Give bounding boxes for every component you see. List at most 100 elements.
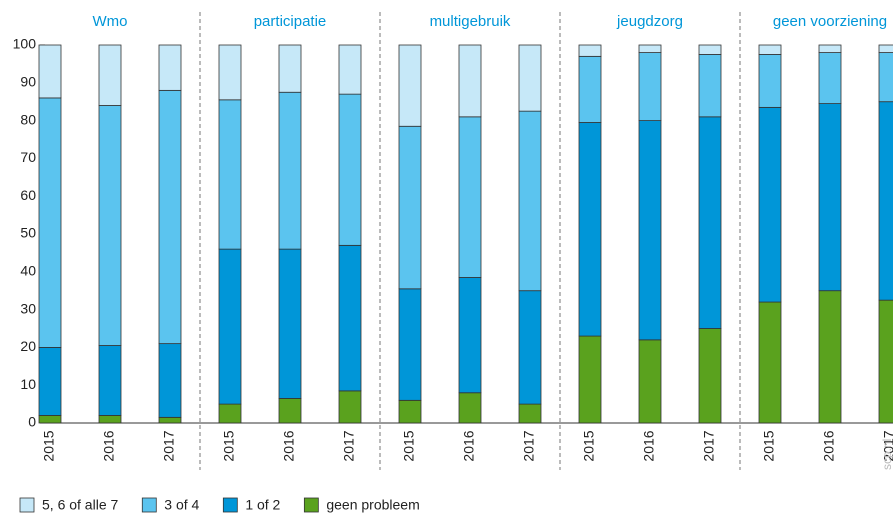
bar-segment [98,415,122,424]
bar-segment [38,415,62,424]
bar-segment [578,44,602,57]
y-tick-label: 90 [20,74,36,90]
x-tick-label: 2015 [581,430,597,461]
bar-segment [578,122,602,337]
y-tick-label: 40 [20,263,36,279]
bar-segment [878,101,893,301]
legend-swatch [19,497,35,513]
legend-label: 5, 6 of alle 7 [42,497,118,513]
bar-segment [98,345,122,416]
bar-segment [518,403,542,424]
x-tick-label: 2015 [41,430,57,461]
group-title: multigebruik [430,13,511,30]
y-tick-label: 50 [20,225,36,241]
bar-segment [458,116,482,278]
bar-segment [878,44,893,53]
legend-label: geen probleem [326,497,419,513]
watermark: scp.nl [880,439,893,470]
bar-segment [818,103,842,292]
bar-segment [638,120,662,341]
legend-swatch [141,497,157,513]
bar-segment [98,44,122,106]
bar-segment [398,399,422,424]
bar-segment [698,44,722,55]
bar-segment [38,44,62,99]
group-title: participatie [254,13,327,30]
bar-segment [158,89,182,345]
x-tick-label: 2017 [161,430,177,461]
y-tick-label: 100 [13,36,37,52]
bar-segment [338,244,362,392]
bar-segment [758,106,782,303]
bar-segment [758,44,782,55]
group-title: jeugdzorg [616,13,683,30]
bar-segment [878,52,893,103]
x-tick-label: 2016 [101,430,117,461]
bar-segment [698,54,722,118]
y-tick-label: 10 [20,376,36,392]
bar-segment [518,290,542,405]
bar-segment [698,116,722,329]
bar-segment [278,91,302,250]
y-tick-label: 80 [20,111,36,127]
bar-segment [218,44,242,101]
bar-segment [338,93,362,246]
bar-segment [458,44,482,118]
bar-segment [338,390,362,424]
bar-segment [218,248,242,405]
bar-segment [278,398,302,424]
bar-segment [818,290,842,424]
group-title: geen voorziening [773,13,887,30]
x-tick-label: 2016 [641,430,657,461]
bar-segment [278,248,302,399]
x-tick-label: 2017 [701,430,717,461]
bar-segment [278,44,302,93]
legend-swatch [303,497,319,513]
legend-label: 3 of 4 [164,497,199,513]
bar-segment [398,44,422,127]
bar-segment [638,52,662,122]
bar-segment [878,299,893,424]
bar-segment [518,110,542,292]
bar-segment [38,346,62,416]
x-tick-label: 2016 [821,430,837,461]
bar-segment [98,105,122,346]
y-tick-label: 30 [20,300,36,316]
legend-swatch [222,497,238,513]
bar-segment [38,97,62,348]
x-tick-label: 2017 [521,430,537,461]
bar-segment [698,328,722,424]
y-tick-label: 0 [28,414,36,430]
bar-segment [758,301,782,424]
bar-segment [458,277,482,394]
bar-segment [818,52,842,104]
y-tick-label: 70 [20,149,36,165]
bar-segment [218,403,242,424]
bar-segment [638,44,662,53]
bar-segment [458,392,482,424]
bar-segment [818,44,842,53]
x-tick-label: 2015 [221,430,237,461]
bar-segment [398,125,422,290]
x-tick-label: 2017 [341,430,357,461]
y-tick-label: 60 [20,187,36,203]
bar-segment [158,343,182,418]
x-tick-label: 2015 [761,430,777,461]
bar-segment [158,44,182,91]
bar-segment [158,416,182,424]
bar-segment [338,44,362,95]
bar-segment [518,44,542,112]
bar-segment [758,54,782,108]
bar-segment [218,99,242,250]
x-tick-label: 2017 [881,430,893,461]
bar-segment [638,339,662,424]
x-tick-label: 2015 [401,430,417,461]
bar-segment [578,55,602,123]
group-title: Wmo [93,13,128,30]
bar-segment [578,335,602,424]
x-tick-label: 2016 [461,430,477,461]
x-tick-label: 2016 [281,430,297,461]
bar-segment [398,288,422,401]
legend-label: 1 of 2 [245,497,280,513]
